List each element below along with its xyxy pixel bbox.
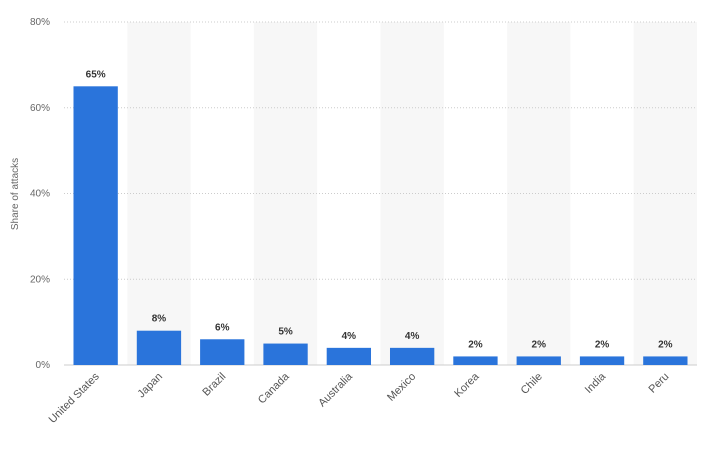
column-bands bbox=[127, 22, 697, 365]
x-tick-label: Australia bbox=[316, 370, 355, 409]
y-tick-label: 40% bbox=[30, 189, 50, 200]
data-label: 5% bbox=[278, 327, 293, 338]
x-tick-label: Brazil bbox=[200, 371, 228, 399]
bars bbox=[73, 86, 688, 365]
y-tick-label: 80% bbox=[30, 17, 50, 28]
y-axis-ticks: 0% 20% 40% 60% 80% bbox=[30, 17, 50, 371]
y-tick-label: 20% bbox=[30, 274, 50, 285]
x-tick-label: Mexico bbox=[385, 371, 418, 404]
data-label: 2% bbox=[595, 339, 610, 350]
data-labels: 65% 8% 6% 5% 4% 4% 2% 2% 2% 2% bbox=[86, 69, 673, 350]
bar bbox=[389, 347, 435, 365]
x-tick-label: Chile bbox=[519, 371, 545, 397]
x-axis-ticks: United States Japan Brazil Canada Australia M… bbox=[47, 370, 672, 426]
x-tick-label: Peru bbox=[647, 371, 672, 396]
bar bbox=[453, 356, 498, 365]
data-label: 6% bbox=[215, 322, 230, 333]
bar bbox=[326, 347, 372, 365]
column-band bbox=[127, 22, 191, 365]
bar bbox=[73, 86, 118, 365]
bar bbox=[643, 356, 688, 365]
bar bbox=[263, 343, 308, 365]
x-tick-label: United States bbox=[47, 370, 103, 426]
y-tick-label: 0% bbox=[36, 360, 51, 371]
bar bbox=[200, 339, 245, 365]
bar bbox=[136, 330, 182, 365]
x-tick-label: Japan bbox=[135, 371, 165, 401]
x-tick-label: Canada bbox=[256, 370, 292, 406]
x-tick-label: India bbox=[583, 370, 609, 396]
y-tick-label: 60% bbox=[30, 103, 50, 114]
bar bbox=[516, 356, 561, 365]
data-label: 65% bbox=[86, 69, 106, 80]
data-label: 2% bbox=[532, 339, 547, 350]
bar bbox=[579, 356, 625, 365]
data-label: 2% bbox=[658, 339, 673, 350]
x-tick-label: Korea bbox=[452, 370, 482, 400]
data-label: 4% bbox=[405, 331, 420, 342]
data-label: 4% bbox=[342, 331, 357, 342]
column-band bbox=[253, 22, 318, 365]
data-label: 2% bbox=[468, 339, 483, 350]
y-axis-title: Share of attacks bbox=[10, 158, 21, 230]
column-band bbox=[633, 22, 697, 365]
data-label: 8% bbox=[152, 314, 167, 325]
